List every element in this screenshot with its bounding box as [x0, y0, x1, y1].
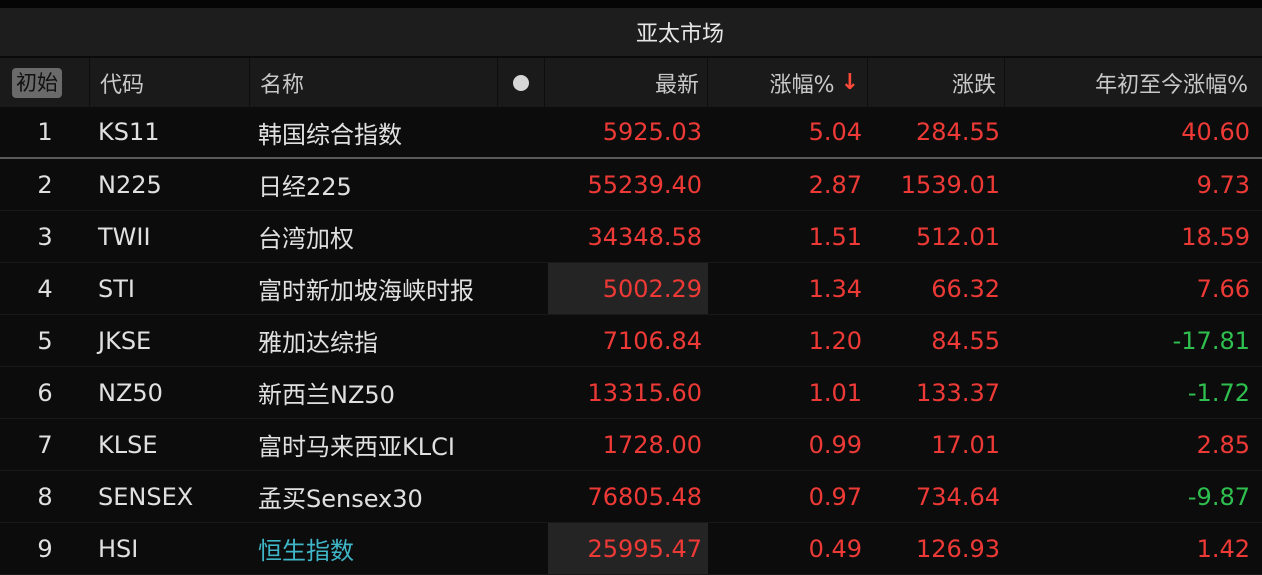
top-strip — [0, 0, 1262, 8]
latest-price: 25995.47 — [548, 523, 708, 574]
index-name: 新西兰NZ50 — [258, 381, 395, 409]
status-dot-icon — [513, 74, 529, 91]
latest-price: 5002.29 — [548, 263, 708, 314]
index-name: 富时马来西亚KLCI — [258, 433, 455, 461]
latest-price: 7106.84 — [602, 326, 702, 355]
row-number: 7 — [37, 430, 53, 459]
ytd-change-percent: 1.42 — [1196, 534, 1250, 563]
table-header: 初始 代码 名称 最新 涨幅% ↓ 涨跌 年初至今涨幅% — [0, 58, 1262, 107]
ytd-change-percent: 40.60 — [1181, 118, 1250, 146]
table-row[interactable]: 7 KLSE 富时马来西亚KLCI 1728.00 0.99 17.01 2.85 — [0, 419, 1262, 471]
column-header-pct[interactable]: 涨幅% ↓ — [708, 58, 868, 107]
table-row[interactable]: 1 KS11 韩国综合指数 5925.03 5.04 284.55 40.60 — [0, 107, 1262, 159]
index-code: N225 — [98, 170, 162, 199]
row-number: 9 — [37, 534, 53, 563]
index-code: JKSE — [98, 326, 152, 355]
index-code: HSI — [98, 534, 139, 563]
ytd-change-percent: -9.87 — [1187, 482, 1250, 511]
reset-sort-button[interactable]: 初始 — [12, 67, 62, 98]
latest-price: 13315.60 — [587, 378, 702, 407]
change-percent: 5.04 — [808, 118, 862, 146]
change-amount: 284.55 — [916, 118, 1000, 146]
change-percent: 0.99 — [808, 430, 862, 459]
column-header-ytd[interactable]: 年初至今涨幅% — [1095, 72, 1248, 98]
table-row[interactable]: 6 NZ50 新西兰NZ50 13315.60 1.01 133.37 -1.72 — [0, 367, 1262, 419]
latest-price: 34348.58 — [587, 222, 702, 251]
table-row[interactable]: 3 TWII 台湾加权 34348.58 1.51 512.01 18.59 — [0, 211, 1262, 263]
row-number: 8 — [37, 482, 53, 511]
index-name: 雅加达综指 — [258, 329, 378, 357]
change-amount: 1539.01 — [900, 170, 1000, 199]
index-name: 恒生指数 — [258, 537, 354, 565]
ytd-change-percent: -1.72 — [1187, 378, 1250, 407]
table-row[interactable]: 9 HSI 恒生指数 25995.47 0.49 126.93 1.42 — [0, 523, 1262, 575]
row-number: 4 — [37, 274, 53, 303]
column-header-code[interactable]: 代码 — [90, 58, 250, 107]
row-number: 5 — [37, 326, 53, 355]
change-amount: 17.01 — [931, 430, 1000, 459]
column-header-name[interactable]: 名称 — [250, 58, 498, 107]
index-code: KS11 — [98, 118, 160, 146]
latest-price: 55239.40 — [587, 170, 702, 199]
change-percent: 1.01 — [808, 378, 862, 407]
index-code: KLSE — [98, 430, 158, 459]
latest-price: 76805.48 — [587, 482, 702, 511]
row-number: 2 — [37, 170, 53, 199]
latest-price: 5925.03 — [602, 118, 702, 146]
change-amount: 84.55 — [931, 326, 1000, 355]
change-percent: 1.51 — [808, 222, 862, 251]
change-amount: 66.32 — [931, 274, 1000, 303]
index-code: NZ50 — [98, 378, 163, 407]
index-code: STI — [98, 274, 135, 303]
index-name: 日经225 — [258, 173, 352, 201]
reset-column: 初始 — [0, 58, 90, 107]
change-amount: 133.37 — [916, 378, 1000, 407]
arrow-down-icon: ↓ — [840, 70, 859, 95]
index-code: TWII — [98, 222, 151, 251]
table-row[interactable]: 4 STI 富时新加坡海峡时报 5002.29 1.34 66.32 7.66 — [0, 263, 1262, 315]
column-header-change[interactable]: 涨跌 — [868, 58, 1005, 107]
ytd-change-percent: -17.81 — [1172, 326, 1250, 355]
change-amount: 512.01 — [916, 222, 1000, 251]
panel-title: 亚太市场 — [635, 22, 724, 47]
index-name: 台湾加权 — [258, 225, 354, 253]
column-header-latest[interactable]: 最新 — [545, 58, 708, 107]
row-number: 1 — [37, 118, 53, 146]
panel-title-bar: 亚太市场 — [0, 8, 1262, 58]
change-percent: 1.34 — [808, 274, 862, 303]
change-amount: 126.93 — [916, 534, 1000, 563]
ytd-change-percent: 18.59 — [1181, 222, 1250, 251]
change-percent: 1.20 — [808, 326, 862, 355]
change-percent: 0.49 — [808, 534, 862, 563]
index-code: SENSEX — [98, 482, 194, 511]
index-name: 韩国综合指数 — [258, 120, 402, 149]
index-name: 孟买Sensex30 — [258, 485, 423, 513]
ytd-change-percent: 9.73 — [1196, 170, 1250, 199]
latest-price: 1728.00 — [602, 430, 702, 459]
table-row[interactable]: 5 JKSE 雅加达综指 7106.84 1.20 84.55 -17.81 — [0, 315, 1262, 367]
table-row[interactable]: 2 N225 日经225 55239.40 2.87 1539.01 9.73 — [0, 159, 1262, 211]
row-number: 3 — [37, 222, 53, 251]
ytd-change-percent: 7.66 — [1196, 274, 1250, 303]
ytd-change-percent: 2.85 — [1196, 430, 1250, 459]
row-number: 6 — [37, 378, 53, 407]
column-header-pct-label: 涨幅% — [769, 72, 835, 98]
change-percent: 0.97 — [808, 482, 862, 511]
table-row[interactable]: 8 SENSEX 孟买Sensex30 76805.48 0.97 734.64 -9.87 — [0, 471, 1262, 523]
index-name: 富时新加坡海峡时报 — [258, 277, 474, 305]
change-amount: 734.64 — [916, 482, 1000, 511]
change-percent: 2.87 — [808, 170, 862, 199]
column-header-status[interactable] — [498, 58, 545, 107]
